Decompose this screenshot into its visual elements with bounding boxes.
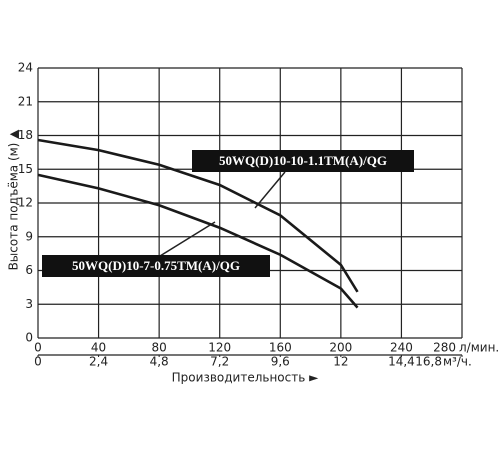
- x-tick-label: 40: [91, 341, 106, 355]
- x-tick-label: 120: [208, 341, 231, 355]
- y-tick-label: 3: [25, 297, 33, 311]
- y-tick-label: 21: [18, 94, 33, 108]
- x-tick-label: 240: [390, 341, 413, 355]
- x2-unit: м³/ч.: [443, 355, 472, 369]
- y-axis-title: Высота подъёма (м) ▲: [7, 129, 21, 271]
- label-box: [42, 255, 270, 277]
- y-tick-label: 6: [25, 263, 33, 277]
- series-line: [37, 138, 359, 293]
- series-label: 50WQ(D)10-10-1.1TM(A)/QG: [219, 153, 387, 168]
- x-axis-title: Производительность ►: [172, 371, 319, 385]
- y-tick-label: 12: [18, 196, 33, 210]
- series-label: 50WQ(D)10-7-0.75TM(A)/QG: [72, 258, 240, 273]
- x-unit: л/мин.: [459, 341, 499, 355]
- x2-tick-label: 12: [333, 355, 348, 369]
- x-tick-label: 200: [329, 341, 352, 355]
- x2-tick-label: 7,2: [210, 355, 229, 369]
- leader-line: [254, 171, 286, 209]
- label-box: [192, 150, 414, 172]
- leader-line: [159, 221, 216, 257]
- x2-tick-label: 16,8: [415, 355, 442, 369]
- x-tick-label: 0: [34, 341, 42, 355]
- x-tick-label: 280: [433, 341, 456, 355]
- y-tick-label: 15: [18, 162, 33, 176]
- x2-tick-label: 14,4: [388, 355, 415, 369]
- x-tick-label: 160: [269, 341, 292, 355]
- y-tick-label: 9: [25, 229, 33, 243]
- x2-tick-label: 0: [34, 355, 42, 369]
- y-tick-label: 24: [18, 61, 33, 75]
- x-tick-label: 80: [152, 341, 167, 355]
- x2-tick-label: 4,8: [150, 355, 169, 369]
- x2-tick-label: 9,6: [271, 355, 290, 369]
- x2-tick-label: 2,4: [89, 355, 108, 369]
- series-line: [37, 173, 359, 309]
- y-tick-label: 0: [25, 331, 33, 345]
- y-tick-label: 18: [18, 128, 33, 142]
